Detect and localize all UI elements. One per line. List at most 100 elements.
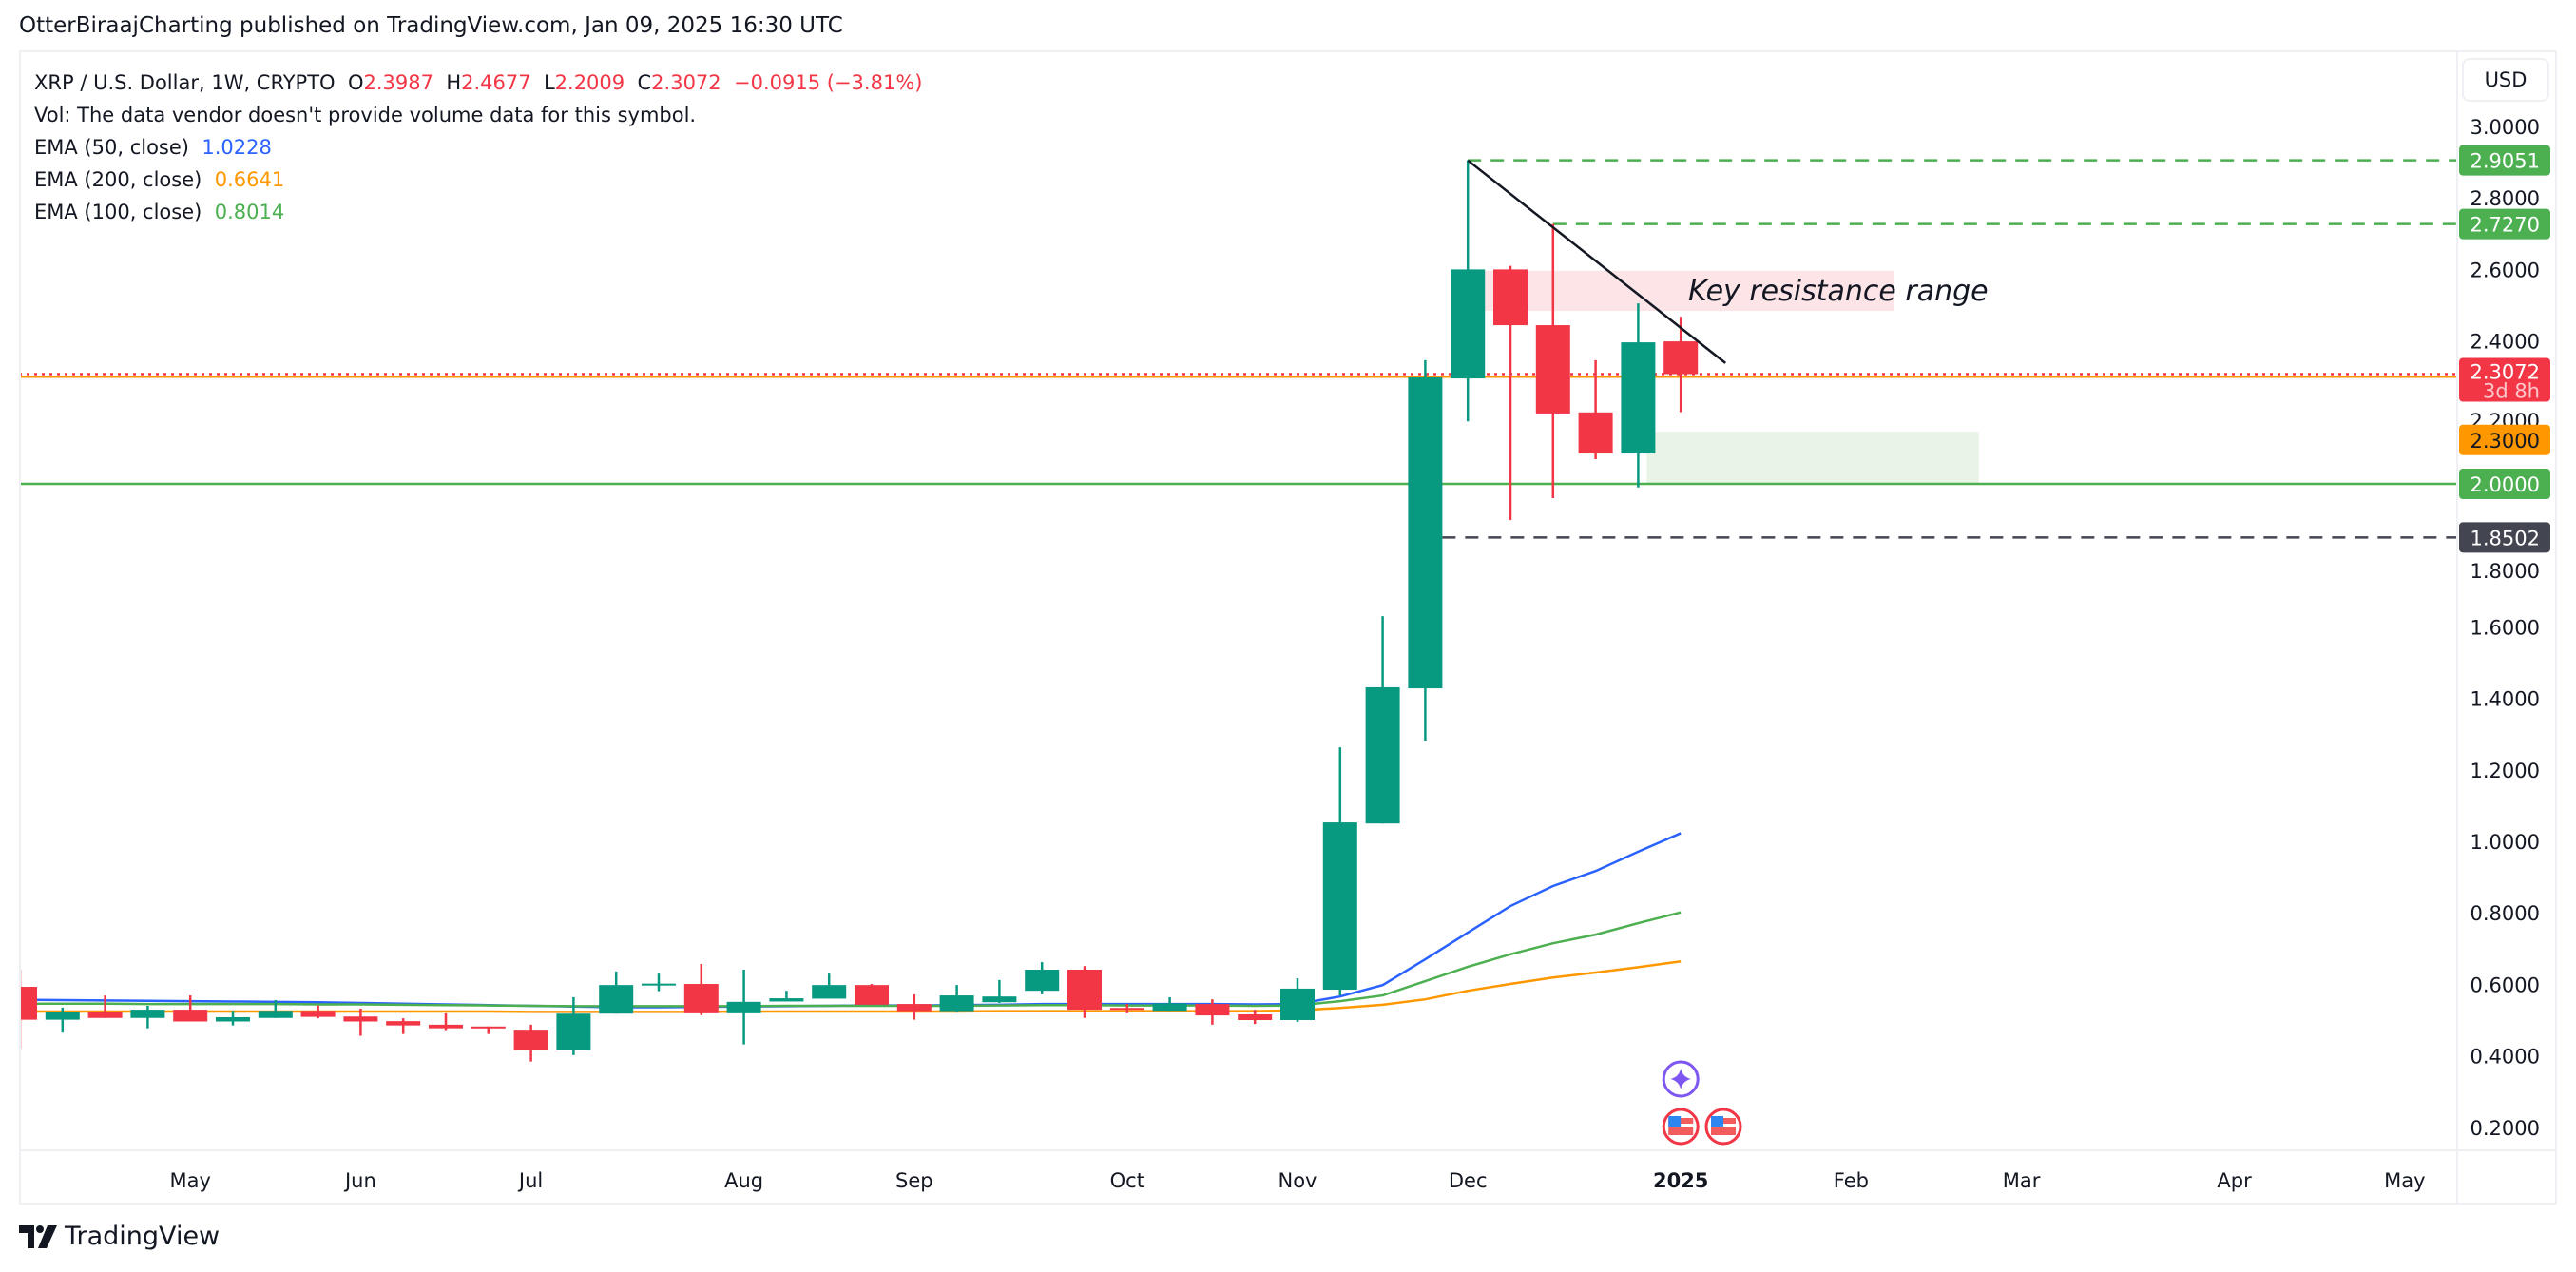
last-price-badge xyxy=(2459,357,2550,402)
publisher-line: OtterBiraajCharting published on Trading… xyxy=(19,13,843,38)
time-tick-label: Jul xyxy=(517,1169,543,1192)
candle-body-down xyxy=(1578,412,1613,454)
currency-button[interactable]: USD xyxy=(2462,58,2549,102)
price-tick-label: 0.8000 xyxy=(2470,902,2540,925)
flag-canton xyxy=(1668,1116,1682,1127)
candle-body-down xyxy=(1238,1013,1273,1020)
price-tick-label: 2.4000 xyxy=(2470,331,2540,354)
time-axis[interactable]: May Jun Jul Aug Sep Oct Nov Dec 2025 Feb Mar Apr May xyxy=(19,1149,2557,1192)
candle-body-down xyxy=(386,1021,421,1026)
legend: XRP / U.S. Dollar, 1W, CRYPTO O2.3987 H2… xyxy=(34,67,922,228)
candles xyxy=(21,160,1699,1062)
trendline xyxy=(1467,159,1727,364)
candle-body-down xyxy=(513,1030,548,1050)
price-tick-label: 1.8000 xyxy=(2470,560,2540,583)
candle-body-down xyxy=(471,1026,506,1029)
tradingview-logo[interactable]: TradingView xyxy=(19,1222,220,1251)
candle-body-up xyxy=(1152,1003,1187,1012)
legend-ohlc: XRP / U.S. Dollar, 1W, CRYPTO O2.3987 H2… xyxy=(34,67,922,99)
time-tick-label: May xyxy=(2384,1169,2425,1192)
candle-body-down xyxy=(173,1010,208,1022)
candle-body-down xyxy=(87,1011,123,1018)
candle-body-down xyxy=(21,987,37,1020)
close-value: 2.3072 xyxy=(651,71,721,94)
legend-ema200: EMA (200, close) 0.6641 xyxy=(34,164,922,196)
sparkle-glyph xyxy=(1670,1069,1692,1089)
time-tick-label: Apr xyxy=(2217,1169,2252,1192)
price-tick-label: 1.0000 xyxy=(2470,831,2540,854)
price-tick-label: 3.0000 xyxy=(2470,116,2540,139)
candle-body-down xyxy=(896,1004,932,1012)
candle-body-up xyxy=(258,1011,293,1018)
ema100-label[interactable]: EMA (100, close) xyxy=(34,201,202,223)
ema100-line xyxy=(21,911,1682,1008)
ema200-label[interactable]: EMA (200, close) xyxy=(34,168,202,191)
price-badge-2.7270-label: 2.7270 xyxy=(2470,214,2540,237)
price-tick-label: 0.4000 xyxy=(2470,1046,2540,1069)
candle-body-up xyxy=(599,985,634,1014)
time-tick-label: Oct xyxy=(1110,1169,1144,1192)
candle-body-up xyxy=(642,983,676,986)
candle-body-up xyxy=(769,998,804,1002)
candle-body-up xyxy=(556,1013,591,1050)
candle-body-up xyxy=(1451,269,1486,379)
candle-body-down xyxy=(429,1024,463,1029)
candle-body-up xyxy=(1025,969,1060,992)
ema100-value: 0.8014 xyxy=(214,201,285,223)
candle-body-down xyxy=(343,1016,378,1022)
price-badge-2.3000-label: 2.3000 xyxy=(2470,430,2540,453)
candle-body-down xyxy=(1109,1008,1144,1011)
time-tick-label: Nov xyxy=(1278,1169,1317,1192)
last-price-badge-countdown: 3d 8h xyxy=(2483,379,2540,402)
price-badge-1.8502-label: 1.8502 xyxy=(2470,527,2540,549)
price-tick-label: 1.6000 xyxy=(2470,616,2540,639)
time-tick-label: Sep xyxy=(895,1169,933,1192)
candle-body-down xyxy=(300,1011,336,1017)
horizontal-levels xyxy=(21,159,2457,539)
time-tick-label: Mar xyxy=(2003,1169,2041,1192)
ema200-value: 0.6641 xyxy=(214,168,285,191)
ema-lines xyxy=(21,832,1682,1013)
time-tick-label: Aug xyxy=(724,1169,763,1192)
flag-canton xyxy=(1711,1116,1723,1127)
time-tick-label: Feb xyxy=(1834,1169,1869,1192)
candle-body-up xyxy=(1408,376,1443,689)
change-value: −0.0915 (−3.81%) xyxy=(734,71,923,94)
price-tick-label: 2.8000 xyxy=(2470,187,2540,210)
candle-body-up xyxy=(1280,988,1315,1020)
candle-body-up xyxy=(812,985,847,999)
low-label: L xyxy=(543,71,555,94)
price-badge-2.9051-label: 2.9051 xyxy=(2470,150,2540,173)
candle-body-up xyxy=(1365,686,1400,824)
time-tick-label: May xyxy=(169,1169,210,1192)
annotation-key-resistance[interactable]: Key resistance range xyxy=(1688,275,1989,308)
candle-body-up xyxy=(1322,822,1357,991)
zone-support xyxy=(1646,432,1979,484)
price-badge-2.0000 xyxy=(2459,469,2550,499)
open-label: O xyxy=(347,71,364,94)
price-tick-label: 1.2000 xyxy=(2470,760,2540,782)
trendline-line xyxy=(1467,159,1727,364)
legend-ema100: EMA (100, close) 0.8014 xyxy=(34,196,922,228)
tradingview-logo-icon xyxy=(19,1224,57,1248)
logo-text: TradingView xyxy=(65,1222,221,1251)
candle-body-up xyxy=(216,1016,250,1022)
time-tick-label: 2025 xyxy=(1653,1169,1708,1192)
candle-body-down xyxy=(1493,269,1528,326)
candle-body-up xyxy=(45,1011,80,1020)
price-badge-2.9051 xyxy=(2459,145,2550,176)
price-badge-2.0000-label: 2.0000 xyxy=(2470,473,2540,496)
last-price-badge-label: 2.3072 xyxy=(2470,360,2540,383)
high-value: 2.4677 xyxy=(461,71,531,94)
ema50-label[interactable]: EMA (50, close) xyxy=(34,136,189,159)
chart-frame xyxy=(19,50,2557,1205)
candle-body-down xyxy=(1195,1004,1230,1016)
candle-body-down xyxy=(683,984,719,1013)
symbol-title[interactable]: XRP / U.S. Dollar, 1W, CRYPTO xyxy=(34,71,336,94)
candle-body-down xyxy=(1535,325,1570,414)
high-label: H xyxy=(446,71,462,94)
time-tick-label: Dec xyxy=(1449,1169,1488,1192)
ema200-line xyxy=(21,960,1682,1013)
